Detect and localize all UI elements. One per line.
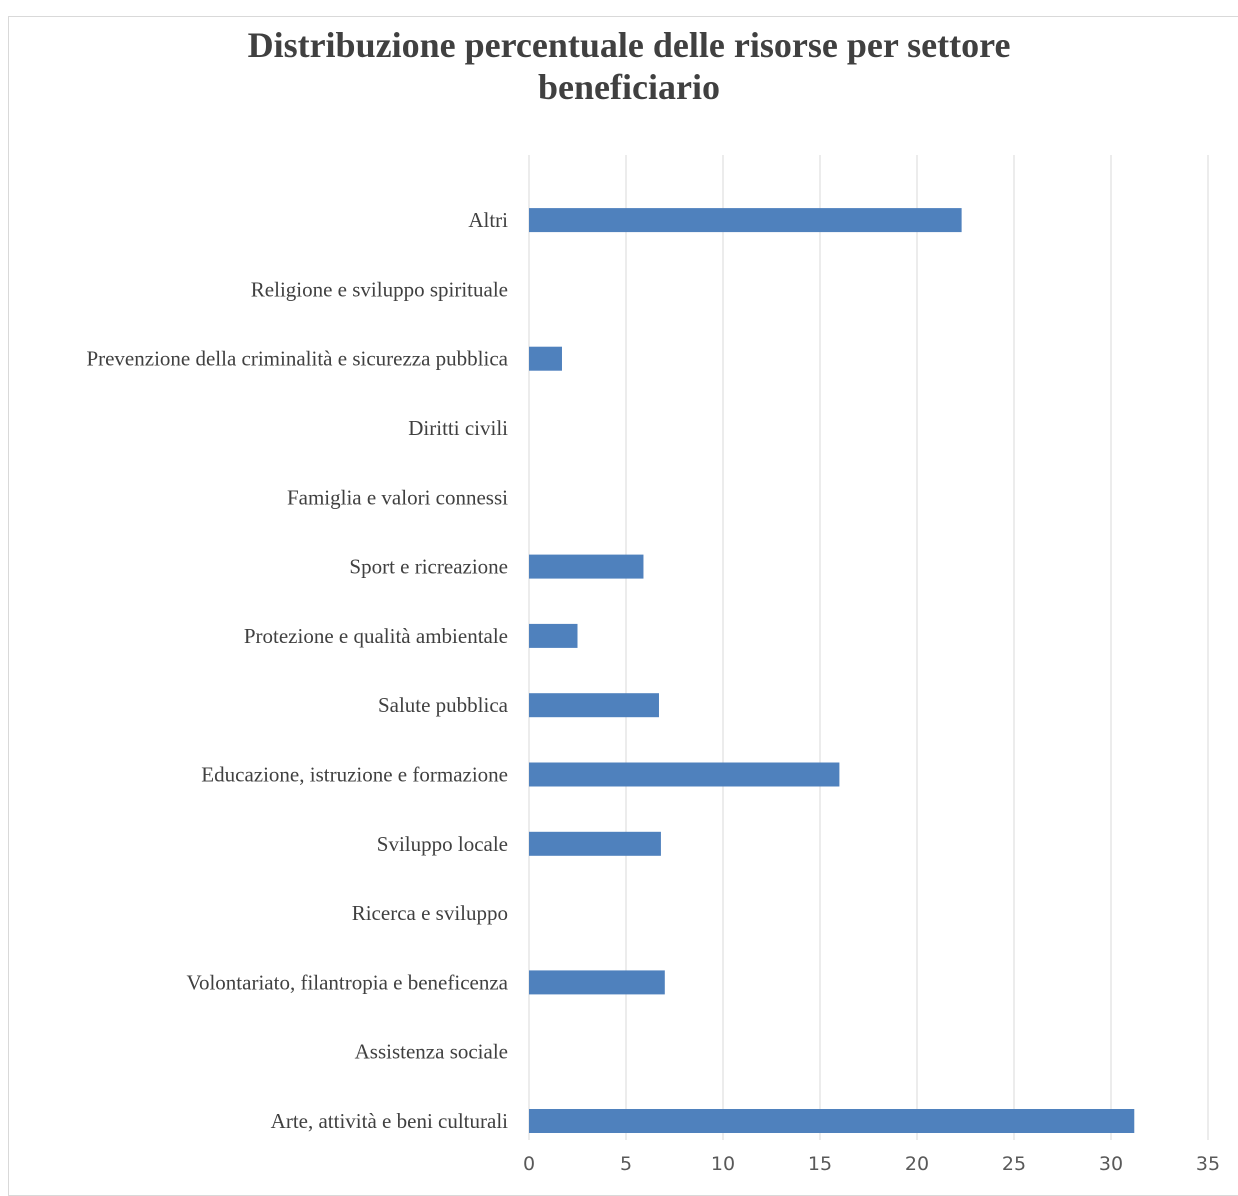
x-tick-label: 35 (1196, 1153, 1220, 1175)
bar (529, 346, 562, 371)
category-label: Diritti civili (408, 416, 508, 440)
x-tick-label: 20 (905, 1153, 929, 1175)
bar (529, 970, 665, 995)
x-tick-label: 0 (523, 1153, 535, 1175)
category-label: Protezione e qualità ambientale (244, 624, 508, 648)
x-tick-label: 5 (620, 1153, 632, 1175)
bars (529, 208, 1135, 1133)
category-label: Sviluppo locale (377, 832, 508, 856)
category-label: Arte, attività e beni culturali (271, 1109, 508, 1133)
category-label: Prevenzione della criminalità e sicurezz… (86, 347, 508, 371)
gridlines (528, 155, 1209, 1140)
bar (529, 623, 578, 648)
chart-title: Distribuzione percentuale delle risorse … (0, 24, 1238, 108)
bar (529, 208, 962, 233)
category-label: Assistenza sociale (355, 1040, 508, 1064)
bar (529, 1109, 1135, 1133)
category-label: Salute pubblica (378, 693, 509, 717)
x-tick-label: 25 (1002, 1153, 1026, 1175)
bar (529, 831, 661, 856)
category-label: Altri (468, 208, 508, 232)
chart-title-line-1: Distribuzione percentuale delle risorse … (247, 25, 1011, 65)
x-tick-labels: 0 5 10 15 20 25 30 35 (523, 1153, 1220, 1175)
bar (529, 554, 644, 579)
x-tick-label: 30 (1099, 1153, 1123, 1175)
category-label: Sport e ricreazione (349, 555, 508, 579)
category-label: Volontariato, filantropia e beneficenza (187, 970, 509, 994)
chart-title-line-2: beneficiario (538, 67, 720, 107)
category-label: Famiglia e valori connessi (287, 485, 508, 509)
bar (529, 693, 659, 718)
x-tick-label: 10 (711, 1153, 735, 1175)
category-labels: Arte, attività e beni culturali Assistenz… (86, 208, 508, 1133)
category-label: Educazione, istruzione e formazione (201, 763, 508, 787)
category-label: Religione e sviluppo spirituale (251, 277, 508, 301)
x-tick-label: 15 (808, 1153, 832, 1175)
category-label: Ricerca e sviluppo (352, 901, 508, 925)
bar (529, 762, 840, 787)
